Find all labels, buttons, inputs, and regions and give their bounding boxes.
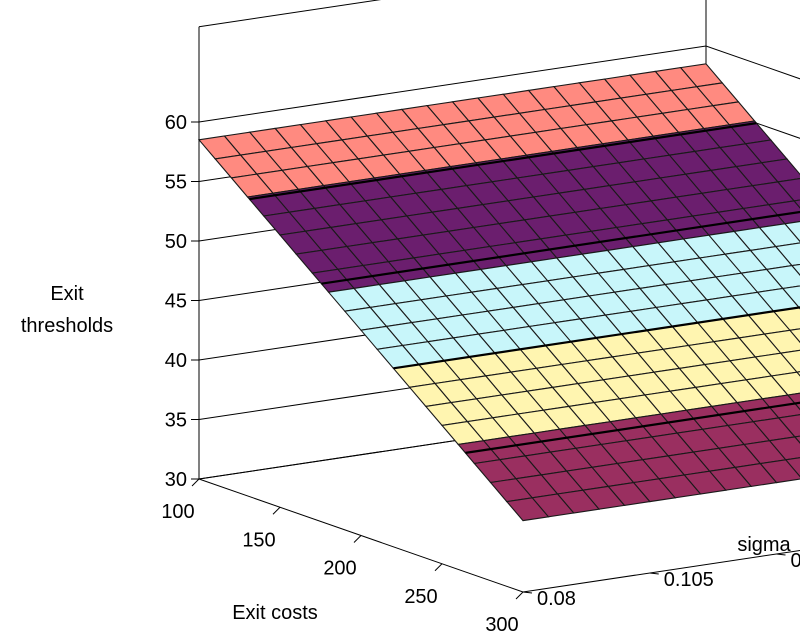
x-tick-mark <box>515 591 524 600</box>
y-tick-mark <box>522 591 533 594</box>
z-tick-label: 30 <box>165 469 187 491</box>
surface-cell <box>505 497 550 522</box>
z-tick-label: 50 <box>165 231 187 253</box>
surface-contour <box>393 306 800 370</box>
x-tick-mark <box>353 535 362 543</box>
x-tick-mark <box>434 563 443 572</box>
x-tick-mark <box>191 478 200 487</box>
y-axis-label: sigma <box>737 534 791 556</box>
surface-contour <box>249 122 757 201</box>
z-tick-label: 40 <box>165 350 187 372</box>
z-tick-label: 35 <box>165 410 187 432</box>
x-tick-label: 200 <box>323 558 356 580</box>
y-tick-mark <box>776 553 786 556</box>
z-tick-label: 55 <box>165 172 187 194</box>
y-tick-label: 0.13 <box>791 550 800 572</box>
x-tick-label: 300 <box>485 614 518 636</box>
x-tick-label: 250 <box>404 586 437 608</box>
gridline <box>198 0 382 28</box>
x-tick-mark <box>272 506 281 515</box>
x-tick-label: 100 <box>161 501 194 523</box>
y-tick-label: 0.08 <box>537 588 576 610</box>
chart-surface <box>197 63 800 522</box>
chart-axes: 30 35 40 45 50 55 60 100 150 200 250 300 0.08 0.105 0.… <box>161 112 800 636</box>
z-axis-label-line1: Exit <box>50 283 84 305</box>
surface-contour <box>465 401 800 454</box>
x-axis-label: Exit costs <box>232 602 318 624</box>
z-tick-label: 45 <box>165 291 187 313</box>
z-tick-label: 60 <box>165 112 187 134</box>
gridline <box>198 45 800 123</box>
y-tick-mark <box>649 572 659 575</box>
z-axis-label-line2: thresholds <box>21 315 113 337</box>
x-tick-label: 150 <box>242 529 275 551</box>
y-tick-label: 0.105 <box>664 569 714 591</box>
surface-contour <box>321 210 800 285</box>
